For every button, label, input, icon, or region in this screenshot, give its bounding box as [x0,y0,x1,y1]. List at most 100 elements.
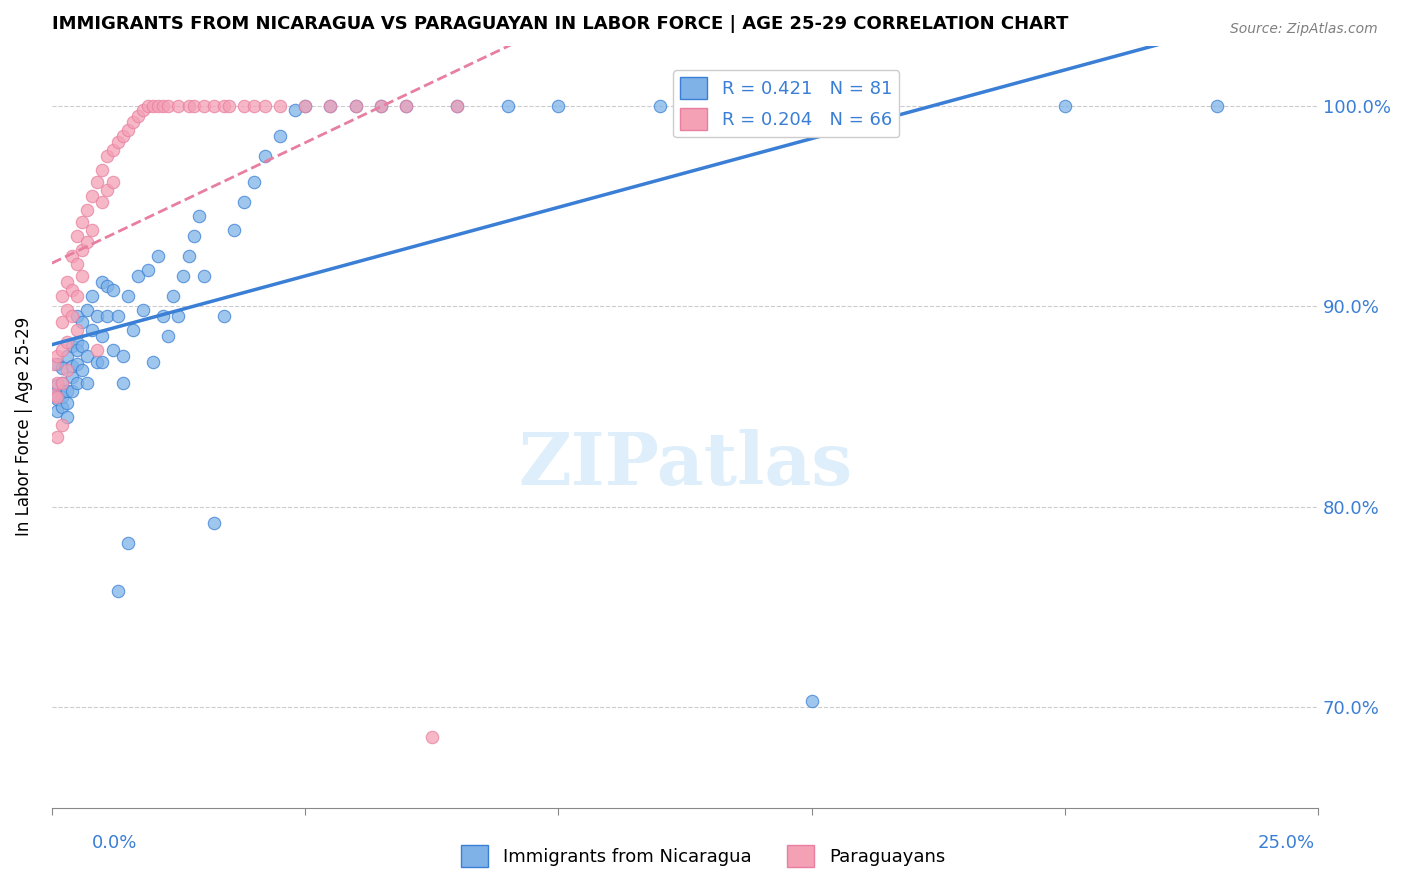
Point [91,355,114,369]
Point [45,358,67,372]
Point [284,103,307,117]
Point [45,387,67,401]
Point [111,376,134,390]
Point [319,99,342,113]
Point [56,384,79,398]
Point [66,289,89,303]
Point [76,350,98,364]
Point [60,384,83,398]
Point [152,99,174,113]
Point [86,310,108,324]
Point [96,279,118,293]
Point [66,323,89,337]
Point [91,275,114,289]
Point [648,99,671,113]
Point [91,329,114,343]
Point [76,235,98,249]
Point [183,229,205,244]
Point [183,99,205,113]
Point [800,694,823,708]
Point [56,395,79,409]
Point [60,359,83,374]
Point [86,343,108,358]
Text: IMMIGRANTS FROM NICARAGUA VS PARAGUAYAN IN LABOR FORCE | AGE 25-29 CORRELATION C: IMMIGRANTS FROM NICARAGUA VS PARAGUAYAN … [52,15,1069,33]
Text: 0.0%: 0.0% [91,834,136,852]
Point [56,363,79,377]
Point [66,229,89,244]
Point [547,99,569,113]
Point [101,143,124,157]
Point [45,430,67,444]
Point [51,390,73,404]
Point [132,103,155,117]
Point [132,303,155,318]
Point [117,123,139,137]
Point [96,310,118,324]
Point [162,289,184,303]
Point [395,99,418,113]
Point [56,350,79,364]
Point [111,350,134,364]
Point [446,99,468,113]
Point [45,376,67,390]
Point [70,339,93,353]
Point [142,99,165,113]
Point [107,310,129,324]
Point [193,269,215,284]
Point [101,343,124,358]
Point [51,343,73,358]
Point [193,99,215,113]
Point [253,149,276,163]
Point [56,275,79,289]
Point [157,99,180,113]
Point [111,128,134,143]
Point [370,99,392,113]
Point [82,323,104,337]
Point [91,195,114,210]
Point [86,355,108,369]
Point [76,203,98,218]
Point [420,731,443,745]
Point [60,249,83,263]
Point [294,99,316,113]
Text: ZIPatlas: ZIPatlas [517,429,852,500]
Point [82,289,104,303]
Point [66,376,89,390]
Point [76,376,98,390]
Point [45,350,67,364]
Point [146,249,169,263]
Point [45,390,67,404]
Point [60,339,83,353]
Point [127,269,149,284]
Point [82,189,104,203]
Point [96,149,118,163]
Point [60,369,83,384]
Point [91,163,114,178]
Point [70,363,93,377]
Point [152,310,174,324]
Point [446,99,468,113]
Point [212,310,235,324]
Point [1053,99,1076,113]
Legend: R = 0.421   N = 81, R = 0.204   N = 66: R = 0.421 N = 81, R = 0.204 N = 66 [673,70,900,137]
Point [101,175,124,189]
Point [243,175,266,189]
Point [66,343,89,358]
Point [218,99,240,113]
Point [45,403,67,417]
Point [121,323,143,337]
Point [496,99,519,113]
Point [51,376,73,390]
Point [243,99,266,113]
Point [66,257,89,271]
Point [45,377,67,392]
Point [224,223,246,237]
Point [70,215,93,229]
Y-axis label: In Labor Force | Age 25-29: In Labor Force | Age 25-29 [15,317,32,536]
Point [60,283,83,297]
Point [136,99,159,113]
Point [202,99,225,113]
Point [107,584,129,599]
Point [66,310,89,324]
Point [202,516,225,530]
